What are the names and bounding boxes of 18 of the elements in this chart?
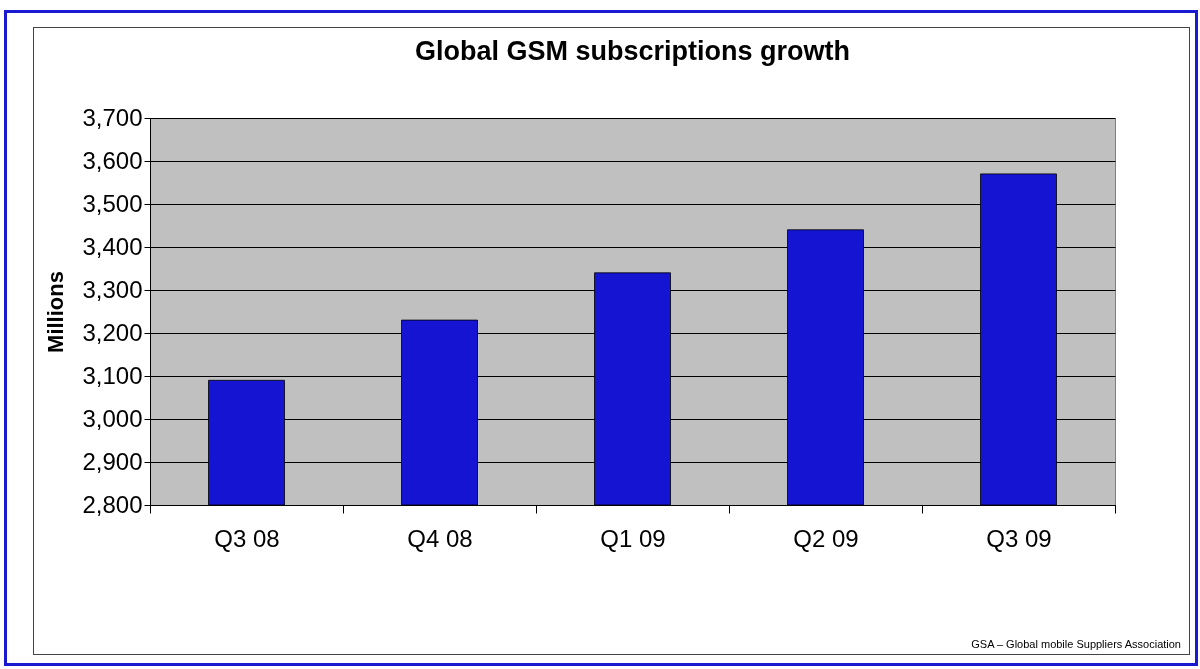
y-tick-label: 2,900: [82, 447, 143, 475]
x-tick-label: Q2 09: [793, 524, 859, 552]
y-tick-label: 3,100: [82, 361, 143, 389]
y-tick-label: 3,600: [82, 146, 143, 174]
x-tick-label: Q4 08: [407, 524, 473, 552]
y-axis-title: Millions: [43, 271, 69, 353]
x-tick-label: Q1 09: [600, 524, 666, 552]
y-tick-label: 3,300: [82, 275, 143, 303]
x-tick-label: Q3 09: [986, 524, 1052, 552]
y-tick-label: 3,700: [82, 103, 143, 131]
y-tick-label: 2,800: [82, 490, 143, 518]
x-tick-label: Q3 08: [214, 524, 280, 552]
y-tick-label: 3,200: [82, 318, 143, 346]
y-tick-label: 3,500: [82, 189, 143, 217]
text: GSA – Global mobile Suppliers Association: [971, 638, 1181, 650]
y-tick-label: 3,000: [82, 404, 143, 432]
y-tick-label: 3,400: [82, 232, 143, 260]
chart-title: Global GSM subscriptions growth: [414, 36, 851, 66]
